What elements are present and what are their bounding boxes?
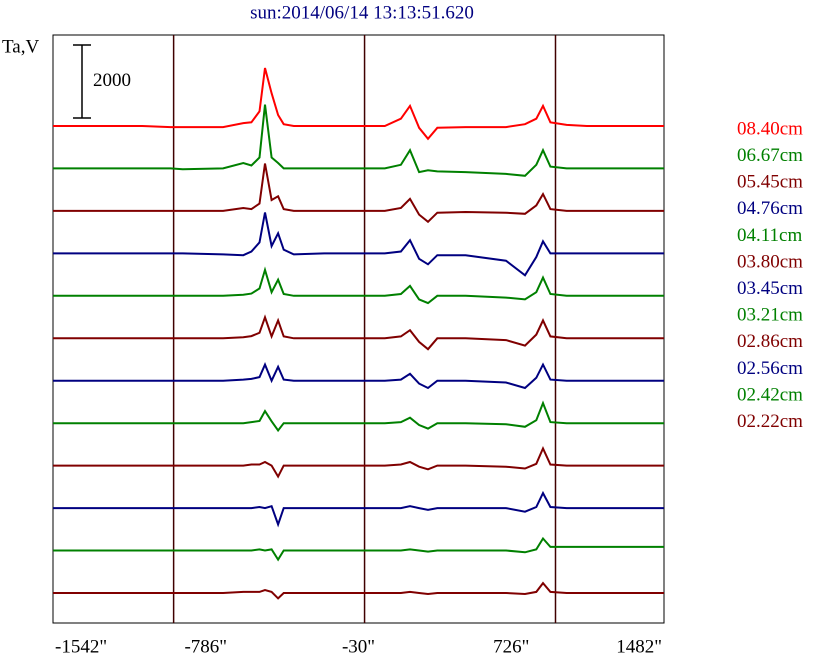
legend-label: 03.45cm — [737, 278, 803, 299]
series-line — [53, 581, 664, 600]
legend-label: 02.86cm — [737, 331, 803, 352]
legend-label: 05.45cm — [737, 172, 803, 193]
series-line — [53, 445, 664, 479]
x-tick-label: 726" — [493, 636, 529, 657]
x-tick-label: -30" — [342, 636, 375, 657]
chart-title: sun:2014/06/14 13:13:51.620 — [250, 2, 474, 23]
series-line — [53, 314, 664, 351]
x-tick-label: -1542" — [55, 636, 107, 657]
series-line — [53, 104, 664, 177]
series-line — [53, 400, 664, 433]
series-line — [53, 536, 664, 562]
series-line — [53, 266, 664, 305]
legend-label: 06.67cm — [737, 145, 803, 166]
x-tick-label: 1482" — [616, 636, 662, 657]
x-tick-label: -786" — [184, 636, 227, 657]
scale-bar-label: 2000 — [93, 70, 131, 91]
legend-label: 03.80cm — [737, 251, 803, 272]
series-line — [53, 67, 664, 141]
y-axis-label: Ta,V — [2, 36, 39, 57]
series-line — [53, 490, 664, 528]
legend-label: 02.42cm — [737, 384, 803, 405]
series-line — [53, 163, 664, 224]
legend-label: 02.22cm — [737, 411, 803, 432]
legend-label: 02.56cm — [737, 358, 803, 379]
legend-label: 08.40cm — [737, 118, 803, 139]
legend-label: 03.21cm — [737, 305, 803, 326]
legend-label: 04.76cm — [737, 198, 803, 219]
series-line — [53, 362, 664, 390]
legend-label: 04.11cm — [737, 225, 802, 246]
plot-frame — [52, 34, 665, 624]
series-line — [53, 212, 664, 277]
